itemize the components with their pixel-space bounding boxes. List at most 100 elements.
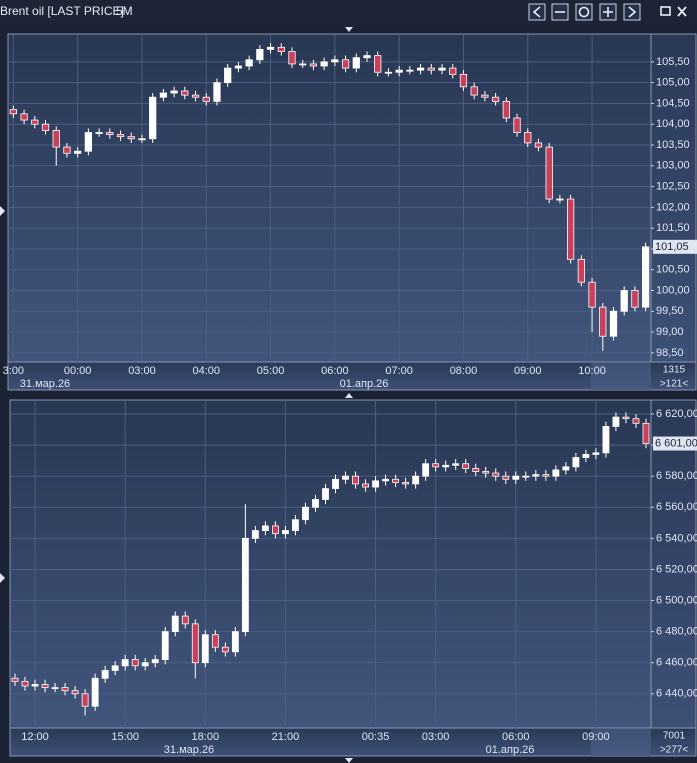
- counter-label: 7001: [663, 731, 686, 742]
- candle-body: [522, 475, 530, 478]
- counter-label: >277<: [660, 745, 689, 756]
- candle-body: [491, 96, 500, 102]
- candle-body: [101, 670, 109, 679]
- candle-body: [131, 659, 139, 667]
- zoom-in-button[interactable]: [599, 3, 617, 21]
- y-tick-label: 104,00: [656, 118, 690, 130]
- candle-body: [231, 631, 239, 653]
- candle-body: [171, 615, 179, 633]
- zoom-out-button[interactable]: [551, 3, 569, 21]
- x-tick-label: 09:00: [582, 731, 610, 743]
- y-tick-label: 6 520,00: [656, 563, 697, 575]
- candle-body: [342, 475, 349, 480]
- candle-body: [612, 416, 620, 427]
- candle-body: [191, 94, 200, 98]
- y-tick-label: 6 480,00: [656, 626, 697, 638]
- y-tick-label: 6 440,00: [656, 688, 697, 700]
- candle-body: [127, 136, 135, 140]
- candle-body: [170, 90, 178, 94]
- candle-body: [224, 67, 232, 84]
- x-tick-label: 06:00: [321, 365, 349, 377]
- candle-body: [320, 61, 328, 67]
- refresh-button[interactable]: [575, 3, 593, 21]
- y-tick-label: 102,50: [656, 180, 690, 192]
- candle-body: [534, 142, 543, 148]
- counter-label: 1315: [663, 365, 686, 376]
- price-axis: [650, 399, 697, 729]
- candle-body: [442, 464, 450, 468]
- y-tick-label: 99,00: [656, 326, 684, 338]
- toolbar: [528, 3, 687, 21]
- x-tick-label: 10:00: [578, 365, 606, 377]
- candle-body: [502, 475, 510, 480]
- x-tick-label: 03:00: [128, 365, 156, 377]
- candle-body: [562, 466, 570, 471]
- candle-body: [481, 94, 489, 98]
- candle-body: [52, 130, 60, 148]
- y-tick-label: 105,00: [656, 77, 690, 89]
- plot-background: [7, 33, 652, 363]
- x-tick-label: 03:00: [422, 731, 450, 743]
- x-tick-label: 00:00: [64, 365, 92, 377]
- candle-body: [31, 684, 39, 687]
- candle-body: [577, 258, 585, 283]
- candle-body: [292, 519, 299, 531]
- candle-body: [213, 82, 221, 102]
- candle-body: [632, 418, 640, 424]
- candle-body: [266, 46, 275, 50]
- candle-body: [402, 481, 410, 485]
- candle-body: [20, 113, 28, 121]
- candle-body: [309, 63, 318, 67]
- candle-body: [74, 150, 82, 154]
- candle-body: [542, 474, 550, 477]
- date-label: 01.апр.26: [486, 744, 535, 756]
- candle-body: [138, 138, 146, 141]
- candle-body: [149, 96, 157, 140]
- candle-body: [299, 63, 307, 66]
- candle-body: [151, 659, 159, 664]
- candle-body: [582, 454, 590, 458]
- candle-body: [406, 69, 414, 72]
- candle-body: [532, 474, 540, 477]
- candle-body: [159, 92, 168, 98]
- date-label: 31.мар.26: [20, 378, 70, 390]
- candle-body: [272, 525, 279, 535]
- y-tick-label: 101,50: [656, 222, 690, 234]
- last-price-box: [653, 239, 697, 254]
- candle-body: [241, 537, 249, 633]
- candle-body: [41, 684, 49, 688]
- candle-body: [352, 475, 359, 485]
- candle-body: [362, 483, 369, 488]
- candle-body: [261, 525, 269, 531]
- candle-body: [609, 310, 618, 337]
- candle-body: [602, 426, 610, 454]
- y-tick-label: 105,50: [656, 56, 690, 68]
- candle-body: [459, 73, 468, 88]
- candle-body: [502, 100, 510, 119]
- x-tick-label: 07:00: [385, 365, 413, 377]
- y-tick-label: 103,00: [656, 160, 690, 172]
- plot-background: [9, 399, 652, 729]
- candle-body: [552, 469, 560, 477]
- candle-body: [374, 55, 382, 73]
- close-button[interactable]: [677, 6, 687, 17]
- y-tick-label: 102,00: [656, 201, 690, 213]
- price-axis: [650, 33, 697, 363]
- y-tick-label: 100,00: [656, 284, 690, 296]
- scroll-left-button[interactable]: [528, 3, 546, 21]
- candle-body: [181, 615, 189, 625]
- scroll-right-button[interactable]: [623, 3, 641, 21]
- x-tick-label: 04:00: [192, 365, 220, 377]
- candle-body: [282, 530, 289, 535]
- interval: 5M: [116, 4, 133, 18]
- candle-body: [245, 59, 253, 67]
- candle-body: [642, 246, 650, 308]
- candle-body: [221, 646, 229, 653]
- candle-body: [642, 422, 650, 444]
- candle-body: [341, 59, 350, 69]
- maximize-button[interactable]: [660, 6, 671, 16]
- candle-body: [141, 662, 149, 667]
- date-label: 31.мар.26: [164, 744, 214, 756]
- candle-body: [61, 687, 69, 692]
